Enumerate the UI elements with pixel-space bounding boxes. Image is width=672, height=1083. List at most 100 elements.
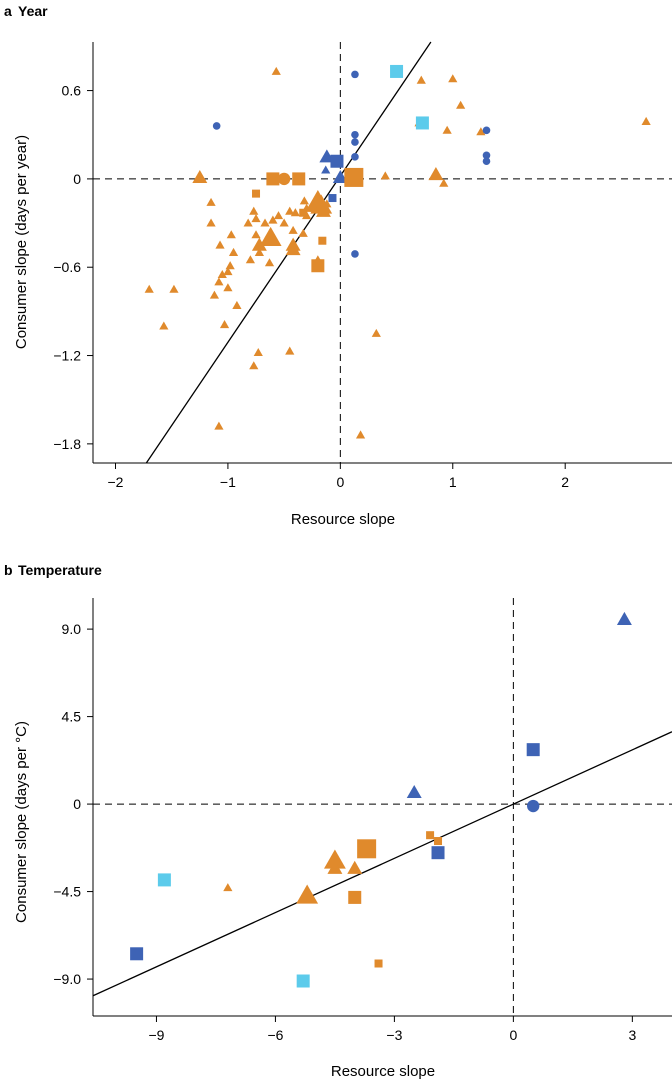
panel-b-points <box>130 611 632 988</box>
data-point-triangle <box>323 849 346 869</box>
data-point-triangle <box>641 116 651 125</box>
data-point-triangle <box>288 225 298 234</box>
data-point-triangle <box>268 215 278 224</box>
data-point-triangle <box>249 206 259 215</box>
data-point-square <box>357 839 377 859</box>
data-point-square <box>434 837 443 846</box>
y-tick-label: 0 <box>73 796 81 812</box>
panel-a-year: a Year −2 −1 0 1 2 0.6 0 −0.6 −1.2 −1.8 Resource … <box>4 3 672 528</box>
data-point-square <box>344 167 364 187</box>
data-point-circle <box>482 151 491 160</box>
data-point-triangle <box>428 167 444 181</box>
data-point-square <box>374 959 383 968</box>
x-tick-label: −1 <box>220 474 236 490</box>
data-point-triangle <box>251 230 261 239</box>
data-point-triangle <box>259 226 282 246</box>
data-point-triangle <box>271 66 281 75</box>
x-tick-label: 0 <box>336 474 344 490</box>
x-tick-label: −2 <box>108 474 124 490</box>
data-point-square <box>292 172 306 186</box>
data-point-square <box>252 189 261 198</box>
data-point-triangle <box>219 320 230 329</box>
data-point-triangle <box>285 242 301 256</box>
data-point-triangle <box>251 237 267 251</box>
data-point-triangle <box>228 247 239 256</box>
data-point-triangle <box>371 328 381 337</box>
data-point-triangle <box>169 284 179 293</box>
data-point-circle <box>527 799 540 813</box>
data-point-square <box>318 236 327 245</box>
data-point-triangle <box>476 127 486 136</box>
data-point-square <box>328 194 337 203</box>
data-point-triangle <box>380 171 390 180</box>
data-point-triangle <box>245 255 255 264</box>
data-point-triangle <box>232 300 242 309</box>
data-point-triangle <box>159 321 169 330</box>
panel-b-reference-lines <box>93 598 672 1016</box>
data-point-triangle <box>285 346 295 355</box>
data-point-triangle <box>206 197 216 206</box>
data-point-triangle <box>321 165 331 174</box>
data-point-triangle <box>144 284 154 293</box>
data-point-triangle <box>406 784 422 799</box>
panel-b-axes: −9 −6 −3 0 3 9.0 4.5 0 −4.5 −9.0 <box>53 598 672 1043</box>
data-point-circle <box>482 126 491 135</box>
data-point-triangle <box>206 218 216 227</box>
data-point-circle <box>277 172 291 186</box>
regression-line <box>92 731 672 997</box>
data-point-circle <box>351 250 359 258</box>
data-point-square <box>157 873 171 887</box>
x-tick-label: 2 <box>561 474 569 490</box>
data-point-triangle <box>439 178 449 187</box>
panel-a-title: Year <box>18 3 48 19</box>
data-point-triangle <box>327 860 343 874</box>
data-point-triangle <box>251 214 261 223</box>
data-point-triangle <box>192 169 208 184</box>
data-point-triangle <box>254 247 264 256</box>
panel-a-y-axis-label: Consumer slope (days per year) <box>13 135 30 349</box>
data-point-triangle <box>290 208 300 217</box>
data-point-triangle <box>223 283 233 292</box>
data-point-triangle <box>322 199 332 208</box>
data-point-triangle <box>296 884 319 904</box>
data-point-triangle <box>285 206 295 215</box>
data-point-square <box>266 172 280 186</box>
panel-a-points <box>144 64 651 439</box>
data-point-triangle <box>215 240 225 249</box>
data-point-square <box>348 890 362 904</box>
data-point-triangle <box>279 218 289 227</box>
y-tick-label: −1.8 <box>53 436 81 452</box>
data-point-circle <box>351 153 359 161</box>
panel-b-x-axis-label: Resource slope <box>331 1063 435 1080</box>
data-point-triangle <box>309 203 320 212</box>
y-tick-label: 4.5 <box>62 709 82 725</box>
data-point-triangle <box>456 100 466 109</box>
data-point-circle <box>351 130 359 139</box>
data-point-triangle <box>442 125 452 134</box>
data-point-square <box>431 846 445 860</box>
data-point-square <box>296 974 310 988</box>
data-point-triangle <box>316 203 331 217</box>
x-tick-label: 1 <box>449 474 457 490</box>
data-point-circle <box>482 157 491 166</box>
x-tick-label: −6 <box>267 1027 283 1043</box>
data-point-square <box>130 947 144 961</box>
y-tick-label: −1.2 <box>53 348 81 364</box>
x-tick-label: 3 <box>628 1027 636 1043</box>
data-point-triangle <box>225 261 235 270</box>
data-point-triangle <box>347 860 363 874</box>
data-point-triangle <box>253 347 263 357</box>
panel-b-fit-line <box>92 731 672 997</box>
panel-b-letter: b <box>4 562 13 578</box>
data-point-triangle <box>264 258 275 267</box>
y-tick-label: 0 <box>73 171 81 187</box>
panel-a-axes: −2 −1 0 1 2 0.6 0 −0.6 −1.2 −1.8 <box>53 42 672 490</box>
panel-a-letter: a <box>4 3 12 19</box>
y-tick-label: 0.6 <box>62 83 82 99</box>
data-point-circle <box>212 122 221 130</box>
panel-b-y-axis-label: Consumer slope (days per °C) <box>13 721 30 923</box>
data-point-square <box>426 831 435 840</box>
data-point-square <box>390 64 404 78</box>
data-point-triangle <box>223 267 233 276</box>
y-tick-label: −9.0 <box>53 971 81 987</box>
